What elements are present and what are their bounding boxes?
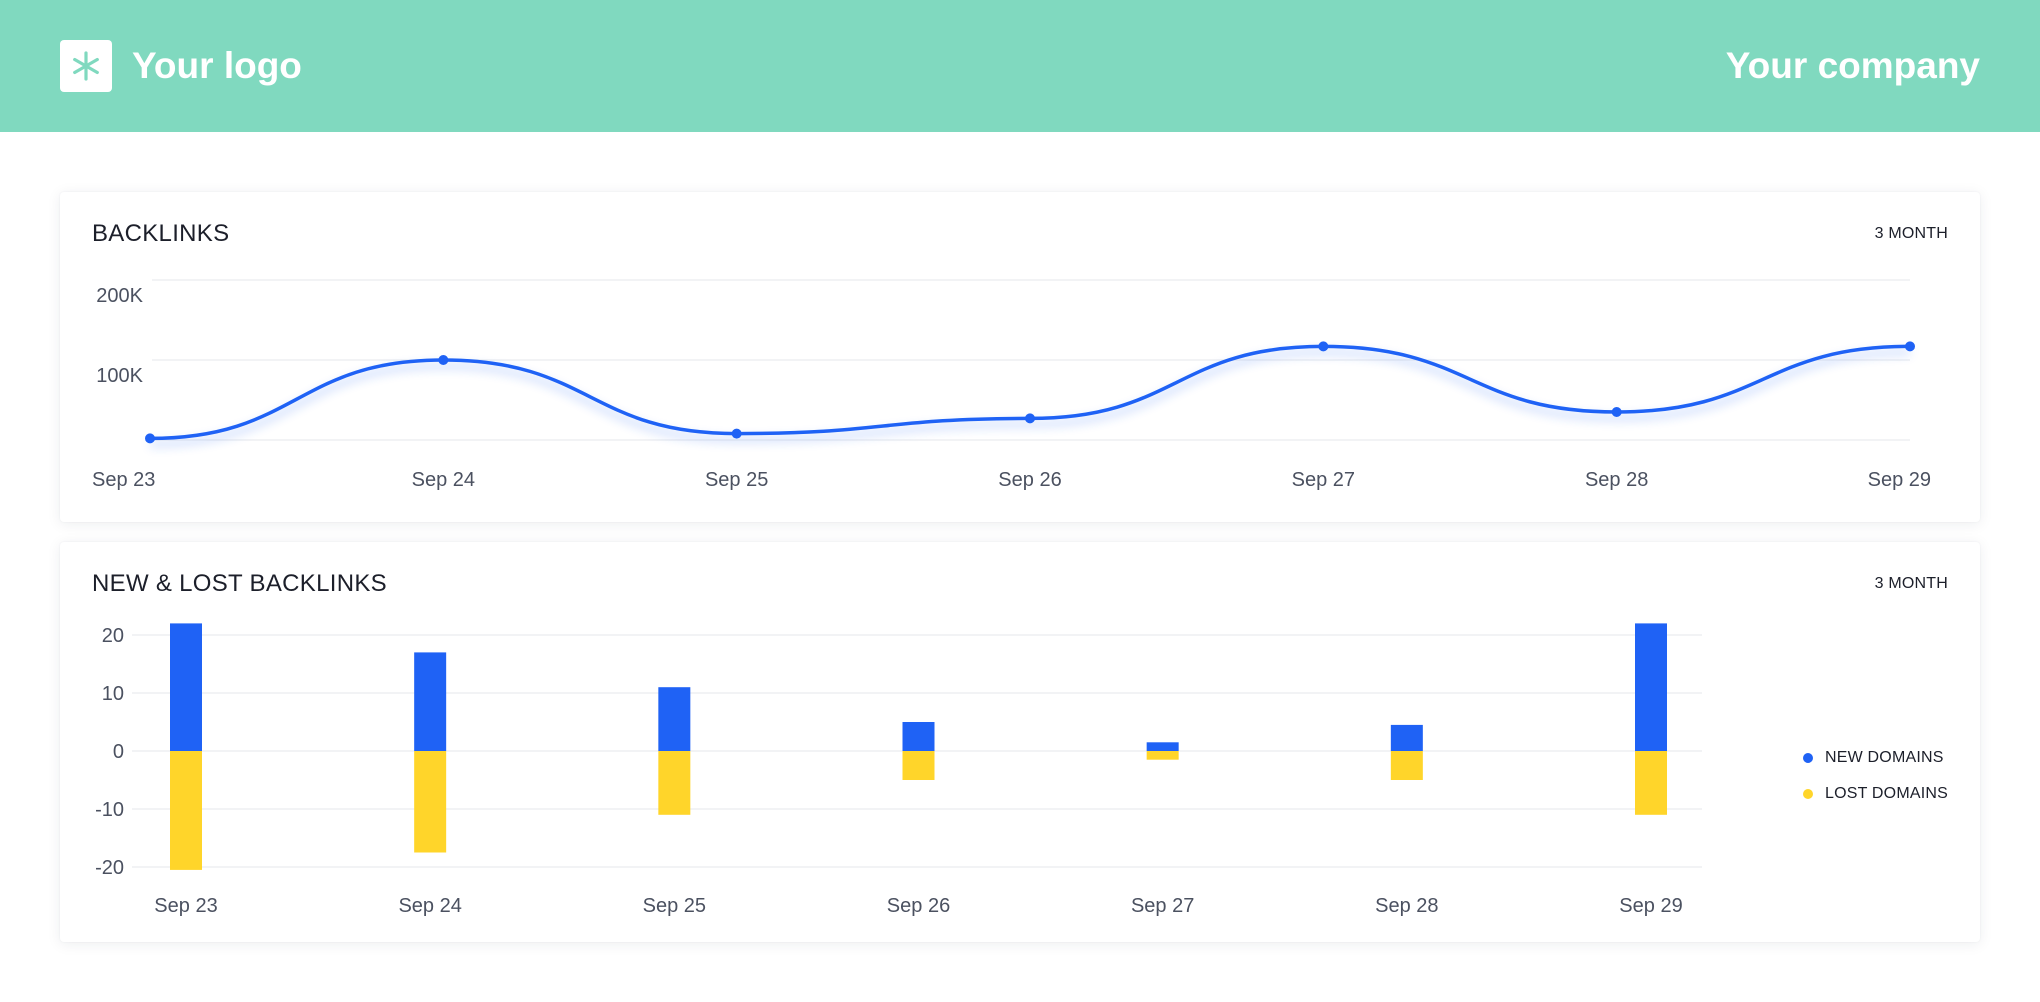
legend-dot-icon bbox=[1802, 789, 1813, 799]
data-point bbox=[731, 428, 742, 439]
data-point bbox=[1318, 341, 1329, 352]
logo-mark[interactable] bbox=[60, 40, 112, 92]
bar-new-domains bbox=[902, 722, 935, 751]
header-bar: Your logo Your company bbox=[0, 0, 2040, 132]
x-tick-label: Sep 29 bbox=[1619, 895, 1682, 917]
backlinks-card: BACKLINKS 3 MONTH 200K 100K Sep 23 Sep 24 Se… bbox=[60, 192, 1980, 522]
data-point bbox=[145, 433, 155, 444]
legend-dot-icon bbox=[1802, 753, 1813, 763]
data-point bbox=[1905, 341, 1915, 352]
bar-lost-domains bbox=[1635, 751, 1667, 815]
bar-new-domains bbox=[658, 687, 691, 751]
x-tick-label: Sep 29 bbox=[1868, 469, 1931, 491]
x-tick-label: Sep 25 bbox=[643, 895, 706, 917]
legend-label: LOST DOMAINS bbox=[1824, 785, 1948, 802]
x-tick-label: Sep 24 bbox=[398, 895, 461, 917]
y-tick-label: 20 bbox=[102, 625, 124, 647]
y-tick-label: 10 bbox=[102, 683, 124, 705]
x-tick-label: Sep 28 bbox=[1585, 469, 1648, 491]
x-tick-label: Sep 24 bbox=[412, 469, 475, 491]
bar-new-domains bbox=[170, 623, 202, 751]
data-point bbox=[438, 355, 449, 365]
y-tick-label: 100K bbox=[96, 365, 143, 387]
legend-item-lost-domains[interactable]: LOST DOMAINS bbox=[1802, 776, 1948, 812]
asterisk-icon bbox=[73, 51, 99, 81]
range-selector[interactable]: 3 MONTH bbox=[1874, 225, 1948, 242]
x-tick-label: Sep 27 bbox=[1292, 469, 1355, 491]
legend-label: NEW DOMAINS bbox=[1824, 749, 1944, 766]
bar-new-domains bbox=[414, 652, 447, 751]
x-tick-label: Sep 28 bbox=[1375, 895, 1438, 917]
bar-lost-domains bbox=[1390, 751, 1423, 780]
y-tick-label: 200K bbox=[96, 285, 143, 307]
bar-new-domains bbox=[1390, 724, 1423, 751]
y-tick-label: -20 bbox=[95, 857, 124, 879]
x-tick-label: Sep 23 bbox=[92, 469, 155, 491]
data-point bbox=[1025, 413, 1035, 424]
bar-lost-domains bbox=[658, 751, 691, 815]
x-tick-label: Sep 23 bbox=[154, 895, 217, 917]
bar-lost-domains bbox=[902, 751, 935, 780]
bar-lost-domains bbox=[170, 751, 202, 870]
y-tick-label: -10 bbox=[95, 799, 124, 821]
logo-label[interactable]: Your logo bbox=[132, 45, 302, 86]
x-tick-label: Sep 26 bbox=[998, 469, 1061, 491]
card-title: NEW & LOST BACKLINKS bbox=[92, 570, 387, 597]
x-tick-label: Sep 25 bbox=[705, 469, 768, 491]
y-tick-label: 0 bbox=[113, 741, 124, 763]
company-label: Your company bbox=[1725, 45, 1980, 86]
data-point bbox=[1611, 407, 1622, 417]
backlinks-line-chart: 200K 100K Sep 23 Sep 24 Sep 25 Sep 26 Sep 27 Se… bbox=[92, 279, 1931, 491]
bar-lost-domains bbox=[1146, 751, 1179, 760]
x-tick-label: Sep 27 bbox=[1131, 895, 1194, 917]
card-title: BACKLINKS bbox=[92, 220, 230, 247]
bar-new-domains bbox=[1635, 623, 1667, 751]
x-tick-label: Sep 26 bbox=[887, 895, 950, 917]
bar-new-domains bbox=[1146, 742, 1179, 751]
bar-lost-domains bbox=[414, 751, 447, 853]
new-lost-backlinks-card: NEW & LOST BACKLINKS 3 MONTH 20 10 0 -10 -20… bbox=[60, 542, 1980, 942]
chart-legend: NEW DOMAINS LOST DOMAINS bbox=[1802, 740, 1948, 812]
series-line-shadow bbox=[149, 349, 1911, 447]
legend-item-new-domains[interactable]: NEW DOMAINS bbox=[1802, 740, 1948, 776]
range-selector[interactable]: 3 MONTH bbox=[1874, 575, 1948, 592]
new-lost-bar-chart: 20 10 0 -10 -20 Sep 23 Sep 24 Sep 25 Sep 26 Sep 2… bbox=[95, 623, 1702, 917]
